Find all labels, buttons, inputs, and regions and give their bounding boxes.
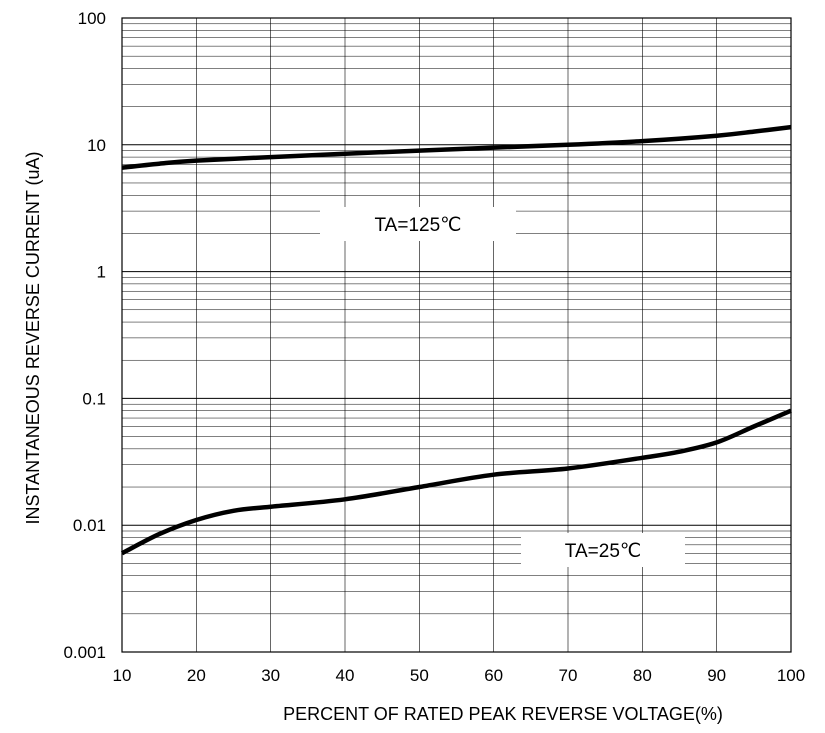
x-tick-label: 10	[113, 666, 132, 685]
y-tick-label: 0.001	[63, 643, 106, 662]
y-tick-label: 10	[87, 136, 106, 155]
x-axis-title: PERCENT OF RATED PEAK REVERSE VOLTAGE(%)	[283, 704, 723, 724]
series-line-ta-25c	[120, 408, 792, 556]
x-tick-label: 60	[484, 666, 503, 685]
annotation-ta-125c: TA=125℃	[374, 215, 461, 236]
y-tick-label: 1	[97, 263, 106, 282]
plot-frame	[121, 17, 792, 653]
x-tick-label: 40	[336, 666, 355, 685]
series-line-ta-125c	[121, 124, 792, 170]
y-tick-label: 0.01	[73, 516, 106, 535]
grid	[121, 18, 792, 652]
x-tick-label: 30	[261, 666, 280, 685]
curves	[120, 124, 792, 556]
annotation-ta-125c-bg	[320, 207, 516, 241]
y-axis-title: INSTANTANEOUS REVERSE CURRENT (uA)	[23, 151, 43, 524]
x-tick-label: 80	[633, 666, 652, 685]
x-tick-label: 100	[777, 666, 805, 685]
x-tick-label: 50	[410, 666, 429, 685]
annotations: TA=125℃ TA=25℃	[320, 207, 685, 567]
y-tick-label: 100	[78, 9, 106, 28]
annotation-ta-25c: TA=25℃	[565, 541, 641, 562]
x-tick-label: 20	[187, 666, 206, 685]
annotation-ta-25c-bg	[521, 533, 685, 567]
x-tick-label: 90	[707, 666, 726, 685]
y-tick-label: 0.1	[82, 389, 106, 408]
y-tick-labels: 0.001 0.01 0.1 1 10 100	[63, 9, 106, 662]
x-tick-label: 70	[559, 666, 578, 685]
x-tick-labels: 10 20 30 40 50 60 70 80 90 100	[113, 666, 806, 685]
